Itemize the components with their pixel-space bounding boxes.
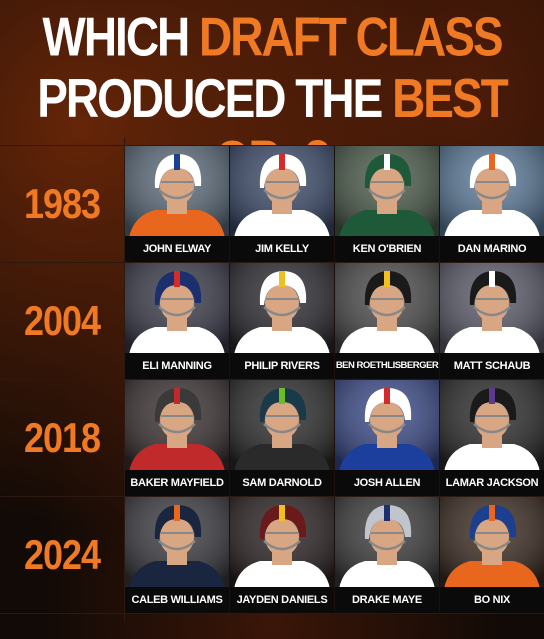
player-card: JIM KELLY	[230, 146, 335, 262]
headline-line1-orange: DRAFT CLASS	[199, 6, 504, 68]
player-name: BAKER MAYFIELD	[125, 470, 229, 496]
player-card: LAMAR JACKSON	[440, 380, 544, 496]
player-card: BO NIX	[440, 497, 544, 613]
player-card: BAKER MAYFIELD	[125, 380, 230, 496]
player-card: BEN ROETHLISBERGER	[335, 263, 440, 379]
player-card: SAM DARNOLD	[230, 380, 335, 496]
headline-line2-white: PRODUCED THE	[37, 67, 393, 129]
player-card: KEN O'BRIEN	[335, 146, 440, 262]
player-name: ELI MANNING	[125, 353, 229, 379]
player-cells: BAKER MAYFIELD SAM DARNOLD JOSH ALLEN LAMAR…	[125, 380, 544, 496]
player-card: DAN MARINO	[440, 146, 544, 262]
player-card: JAYDEN DANIELS	[230, 497, 335, 613]
headline-line-1: WHICH DRAFT CLASS	[0, 6, 544, 67]
player-name: JAYDEN DANIELS	[230, 587, 334, 613]
player-portrait	[335, 380, 439, 472]
player-cells: JOHN ELWAY JIM KELLY KEN O'BRIEN DAN MARINO	[125, 146, 544, 262]
draft-row-1983: 1983 JOHN ELWAY JIM KELLY KEN O'BRIEN DAN MA…	[0, 137, 544, 271]
player-name: JOHN ELWAY	[125, 236, 229, 262]
player-card: JOSH ALLEN	[335, 380, 440, 496]
player-portrait	[230, 263, 334, 355]
player-name: MATT SCHAUB	[440, 353, 544, 379]
player-card: MATT SCHAUB	[440, 263, 544, 379]
player-card: PHILIP RIVERS	[230, 263, 335, 379]
draft-row-2018: 2018 BAKER MAYFIELD SAM DARNOLD JOSH ALLEN L…	[0, 371, 544, 505]
player-name: KEN O'BRIEN	[335, 236, 439, 262]
player-portrait	[440, 380, 544, 472]
player-name: DRAKE MAYE	[335, 587, 439, 613]
player-portrait	[125, 263, 229, 355]
year-label: 2018	[0, 371, 125, 505]
year-label: 2004	[0, 254, 125, 388]
player-card: DRAKE MAYE	[335, 497, 440, 613]
player-name: SAM DARNOLD	[230, 470, 334, 496]
player-portrait	[440, 497, 544, 589]
draft-class-grid: 1983 JOHN ELWAY JIM KELLY KEN O'BRIEN DAN MA…	[0, 137, 544, 622]
player-portrait	[230, 497, 334, 589]
player-cells: ELI MANNING PHILIP RIVERS BEN ROETHLISBERG…	[125, 263, 544, 379]
player-portrait	[230, 380, 334, 472]
player-name: JIM KELLY	[230, 236, 334, 262]
player-card: JOHN ELWAY	[125, 146, 230, 262]
player-portrait	[440, 146, 544, 238]
player-portrait	[125, 497, 229, 589]
player-card: ELI MANNING	[125, 263, 230, 379]
headline-line1-white: WHICH	[42, 6, 200, 68]
player-card: CALEB WILLIAMS	[125, 497, 230, 613]
draft-row-2004: 2004 ELI MANNING PHILIP RIVERS BEN ROETHLIS…	[0, 254, 544, 388]
player-portrait	[335, 263, 439, 355]
year-label: 2024	[0, 488, 125, 622]
player-portrait	[440, 263, 544, 355]
draft-row-2024: 2024 CALEB WILLIAMS JAYDEN DANIELS DRAKE MA…	[0, 488, 544, 622]
player-name: DAN MARINO	[440, 236, 544, 262]
player-name: BEN ROETHLISBERGER	[335, 353, 439, 379]
player-portrait	[335, 146, 439, 238]
year-label: 1983	[0, 137, 125, 271]
player-portrait	[125, 146, 229, 238]
player-name: PHILIP RIVERS	[230, 353, 334, 379]
player-name: BO NIX	[440, 587, 544, 613]
player-portrait	[125, 380, 229, 472]
player-cells: CALEB WILLIAMS JAYDEN DANIELS DRAKE MAYE BO…	[125, 497, 544, 613]
player-name: LAMAR JACKSON	[440, 470, 544, 496]
player-name: JOSH ALLEN	[335, 470, 439, 496]
player-name: CALEB WILLIAMS	[125, 587, 229, 613]
player-portrait	[230, 146, 334, 238]
player-portrait	[335, 497, 439, 589]
